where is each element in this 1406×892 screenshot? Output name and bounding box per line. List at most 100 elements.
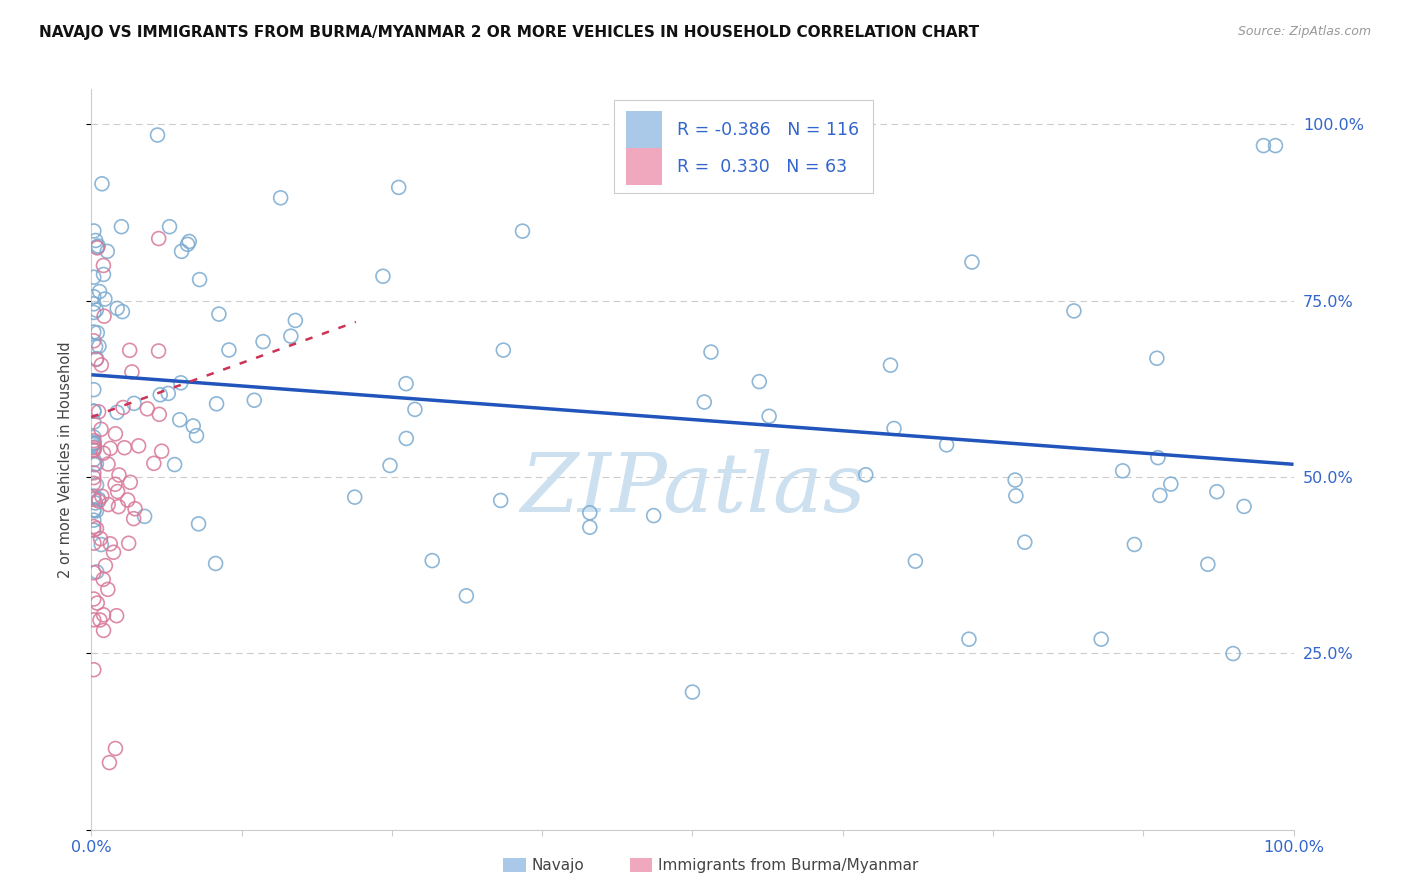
Point — [388, 180, 411, 194]
Text: R = -0.386   N = 116: R = -0.386 N = 116 — [676, 121, 859, 139]
Point — [83, 436, 105, 450]
Point — [87, 239, 110, 253]
Text: Source: ZipAtlas.com: Source: ZipAtlas.com — [1237, 25, 1371, 38]
Point — [879, 358, 901, 372]
Point — [86, 565, 108, 579]
Point — [83, 290, 105, 304]
Point — [83, 415, 105, 429]
Point — [170, 244, 193, 259]
Point — [883, 421, 905, 435]
Point — [93, 446, 115, 460]
Point — [83, 503, 105, 517]
Point — [87, 339, 110, 353]
Point — [83, 536, 105, 550]
Point — [83, 297, 105, 311]
Point — [84, 496, 107, 510]
Point — [142, 456, 165, 470]
Point — [86, 522, 108, 536]
Point — [693, 395, 716, 409]
Point — [87, 405, 110, 419]
Point — [935, 438, 957, 452]
Point — [91, 572, 114, 586]
Point — [83, 305, 105, 319]
Point — [1090, 632, 1112, 647]
Point — [83, 466, 105, 480]
Point — [94, 558, 117, 573]
Point — [252, 334, 274, 349]
Point — [395, 376, 418, 391]
Text: R =  0.330   N = 63: R = 0.330 N = 63 — [676, 158, 846, 176]
Point — [1063, 304, 1085, 318]
Point — [90, 538, 112, 552]
Point — [204, 557, 226, 571]
Point — [128, 439, 150, 453]
Point — [87, 492, 110, 507]
Point — [83, 452, 105, 467]
Point — [107, 500, 129, 514]
Point — [758, 409, 780, 424]
Point — [93, 607, 115, 622]
Point — [83, 504, 105, 518]
Point — [170, 376, 193, 390]
Point — [270, 191, 292, 205]
Point — [643, 508, 665, 523]
Point — [83, 492, 105, 507]
Point — [1197, 558, 1219, 572]
Point — [83, 430, 105, 444]
Point — [1014, 535, 1036, 549]
Point — [83, 270, 105, 285]
Point — [371, 269, 394, 284]
Point — [169, 413, 191, 427]
Point — [146, 128, 169, 142]
Point — [1222, 647, 1244, 661]
Point — [243, 393, 266, 408]
Point — [1149, 488, 1171, 502]
Point — [104, 426, 127, 441]
Point — [157, 386, 180, 401]
Point — [84, 303, 107, 318]
Point — [404, 402, 426, 417]
Point — [93, 624, 115, 638]
Point — [93, 268, 115, 282]
Point — [118, 343, 141, 358]
Point — [176, 237, 198, 252]
Point — [83, 470, 105, 484]
Point — [181, 419, 204, 434]
Point — [148, 408, 170, 422]
Point — [578, 520, 600, 534]
Point — [136, 401, 159, 416]
Point — [83, 224, 105, 238]
Point — [456, 589, 478, 603]
Point — [83, 442, 105, 457]
Point — [1004, 473, 1026, 487]
Point — [149, 388, 172, 402]
Point — [1253, 138, 1275, 153]
Point — [93, 259, 115, 273]
Point — [280, 329, 302, 343]
Point — [90, 358, 112, 372]
Point — [105, 608, 128, 623]
Point — [218, 343, 240, 357]
Point — [578, 506, 600, 520]
Point — [86, 457, 108, 471]
Point — [86, 326, 108, 340]
Point — [492, 343, 515, 358]
Point — [114, 441, 136, 455]
Point — [87, 494, 110, 508]
Point — [420, 553, 443, 567]
Point — [134, 509, 156, 524]
Point — [110, 219, 132, 234]
Point — [395, 432, 418, 446]
Point — [1146, 351, 1168, 366]
Point — [103, 545, 125, 559]
Point — [120, 475, 142, 490]
Point — [86, 478, 108, 492]
Point — [1205, 484, 1227, 499]
Point — [378, 458, 401, 473]
Point — [111, 304, 134, 318]
Point — [512, 224, 534, 238]
Point — [855, 467, 877, 482]
Point — [83, 523, 105, 537]
Point — [118, 536, 141, 550]
Point — [957, 632, 980, 647]
